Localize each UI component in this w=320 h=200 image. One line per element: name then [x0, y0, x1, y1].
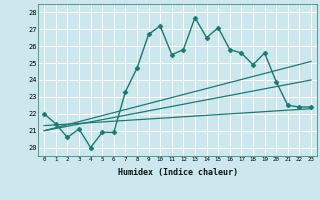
X-axis label: Humidex (Indice chaleur): Humidex (Indice chaleur)	[118, 168, 238, 177]
